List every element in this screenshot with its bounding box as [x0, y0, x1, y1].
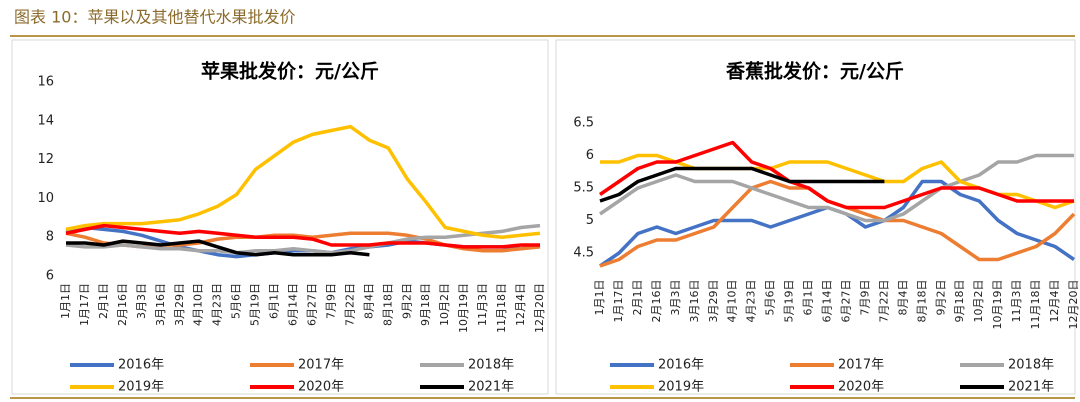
x-tick-label: 10月2日	[972, 280, 985, 323]
x-tick-label: 2月16日	[116, 283, 129, 326]
x-tick-label: 6月1日	[268, 283, 281, 319]
x-tick-label: 3月29日	[707, 280, 720, 323]
x-tick-label: 6月27日	[305, 283, 318, 326]
legend-label: 2016年	[658, 358, 704, 373]
x-tick-label: 12月4日	[1048, 280, 1061, 323]
x-tick-label: 1月17日	[612, 280, 625, 323]
y-tick-label: 12	[37, 152, 54, 167]
series-line	[599, 140, 1074, 210]
x-tick-label: 10月19日	[457, 283, 470, 333]
series-line	[599, 153, 1074, 223]
y-tick-label: 16	[37, 75, 54, 90]
legend-label: 2017年	[298, 358, 344, 373]
y-tick-label: 5	[586, 213, 594, 228]
legend-label: 2018年	[1008, 358, 1054, 373]
x-tick-label: 8月4日	[362, 283, 375, 319]
y-tick-label: 14	[37, 113, 54, 128]
y-tick-label: 6.5	[573, 116, 594, 131]
series-line	[66, 239, 370, 257]
x-tick-label: 6月14日	[287, 283, 300, 326]
series-line	[65, 223, 540, 249]
x-tick-label: 4月23日	[745, 280, 758, 323]
legend-label: 2016年	[118, 358, 164, 373]
x-tick-label: 11月18日	[1029, 280, 1042, 330]
x-tick-label: 4月10日	[726, 280, 739, 323]
x-tick-label: 3月3日	[135, 283, 148, 319]
x-tick-label: 2月16日	[650, 280, 663, 323]
x-tick-label: 5月19日	[249, 283, 262, 326]
x-tick-label: 7月9日	[858, 280, 871, 316]
x-tick-label: 3月16日	[154, 283, 167, 326]
x-tick-label: 10月19日	[991, 279, 1004, 329]
x-tick-label: 12月4日	[514, 283, 527, 326]
x-tick-label: 5月6日	[764, 280, 777, 316]
legend-label: 2020年	[298, 380, 344, 395]
y-tick-label: 4.5	[573, 246, 594, 261]
legend-label: 2017年	[838, 358, 884, 373]
legend-label: 2021年	[468, 380, 514, 395]
x-tick-label: 4月10日	[192, 283, 205, 326]
chart-title: 苹果批发价：元/公斤	[201, 60, 379, 83]
x-tick-label: 3月29日	[173, 283, 186, 326]
legend-label: 2018年	[468, 358, 514, 373]
x-tick-label: 6月14日	[821, 280, 834, 323]
series-line	[599, 166, 885, 203]
y-tick-label: 6	[586, 148, 594, 163]
x-tick-label: 7月22日	[877, 280, 890, 323]
x-tick-label: 11月3日	[476, 283, 489, 326]
x-tick-label: 3月3日	[669, 280, 682, 316]
x-tick-label: 3月16日	[688, 280, 701, 323]
x-tick-label: 7月9日	[324, 283, 337, 319]
x-tick-label: 1月1日	[593, 280, 606, 316]
x-tick-label: 12月20日	[533, 283, 546, 333]
x-tick-label: 11月18日	[495, 283, 508, 333]
legend-label: 2019年	[118, 380, 164, 395]
x-tick-label: 9月18日	[953, 280, 966, 323]
legend-label: 2021年	[1008, 380, 1054, 395]
x-tick-label: 8月18日	[381, 283, 394, 326]
x-tick-label: 8月4日	[896, 280, 909, 316]
x-tick-label: 1月1日	[59, 283, 72, 319]
x-tick-label: 6月27日	[839, 280, 852, 323]
x-tick-label: 5月19日	[783, 280, 796, 323]
x-tick-label: 9月2日	[400, 283, 413, 319]
x-tick-label: 12月20日	[1067, 280, 1080, 330]
x-tick-label: 2月1日	[631, 280, 644, 316]
x-tick-label: 6月1日	[802, 280, 815, 316]
x-tick-label: 8月18日	[915, 280, 928, 323]
y-tick-label: 10	[37, 191, 54, 206]
x-tick-label: 4月23日	[211, 283, 224, 326]
y-tick-label: 6	[46, 269, 54, 284]
x-tick-label: 7月22日	[343, 283, 356, 326]
y-tick-label: 8	[46, 230, 54, 245]
chart-frame	[11, 39, 549, 395]
y-tick-label: 5.5	[573, 181, 594, 196]
x-tick-label: 10月2日	[438, 283, 451, 326]
figure-title: 图表 10：苹果以及其他替代水果批发价	[14, 8, 295, 27]
x-tick-label: 9月18日	[419, 283, 432, 326]
x-tick-label: 5月6日	[230, 283, 243, 319]
series-line	[65, 223, 541, 255]
x-tick-label: 1月17日	[78, 283, 91, 326]
chart-frame	[555, 39, 1076, 395]
legend-label: 2019年	[658, 380, 704, 395]
x-tick-label: 2月1日	[97, 283, 110, 319]
series-line	[65, 124, 541, 239]
legend-label: 2020年	[838, 380, 884, 395]
x-tick-label: 9月2日	[934, 280, 947, 316]
x-tick-label: 11月3日	[1010, 280, 1023, 323]
chart-title: 香蕉批发价：元/公斤	[725, 60, 904, 83]
